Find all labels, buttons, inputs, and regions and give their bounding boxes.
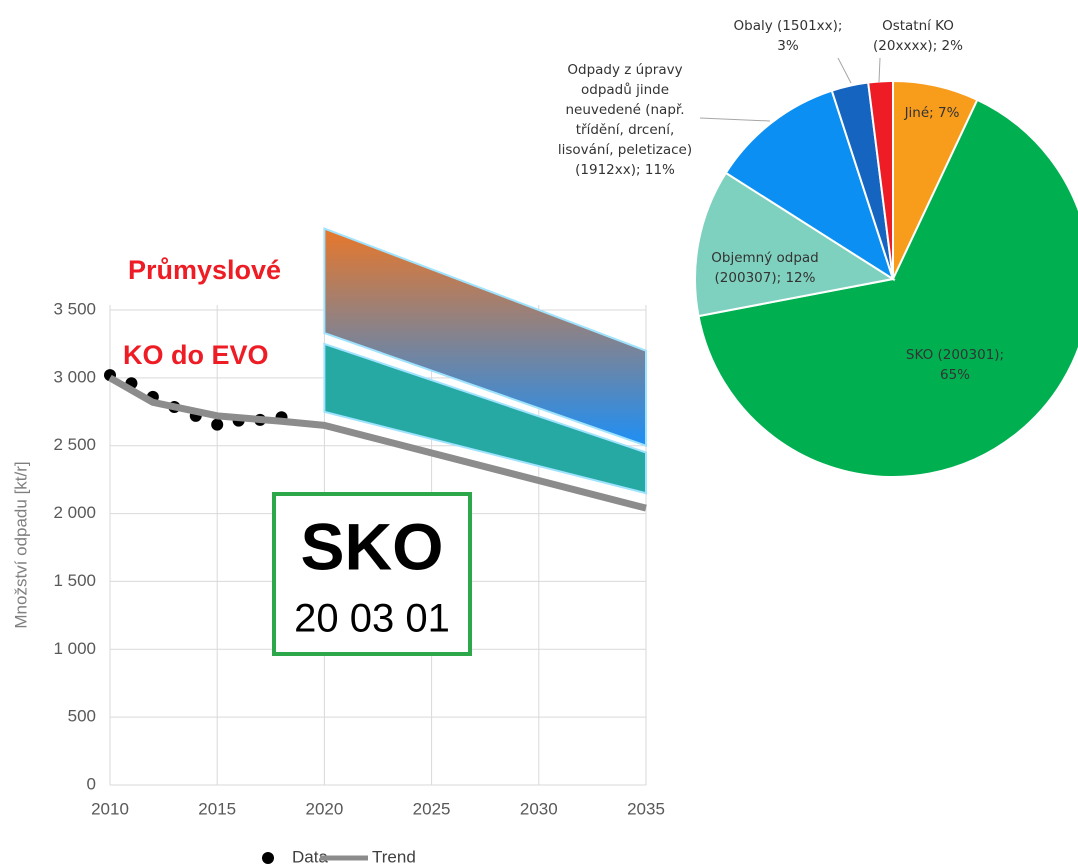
y-tick-label: 500 [68, 707, 96, 726]
pie-label: Ostatní KO (20xxxx); 2% [873, 18, 963, 54]
pie-label: Objemný odpad (200307); 12% [711, 250, 819, 286]
pie-slice [694, 171, 896, 318]
pie-slice [867, 79, 894, 280]
leader-line [699, 117, 771, 122]
y-tick-label: 2 500 [53, 435, 96, 454]
pie-slice [724, 89, 895, 282]
y-tick-label: 3 500 [53, 299, 96, 318]
y-tick-label: 1 500 [53, 571, 96, 590]
y-axis-label: Množství odpadu [kt/r] [11, 461, 30, 628]
x-tick-label: 2015 [198, 799, 236, 818]
x-tick-label: 2035 [627, 799, 665, 818]
x-tick-label: 2010 [91, 799, 129, 818]
pie-label: Odpady z úpravy odpadů jinde neuvedené (… [557, 62, 693, 178]
band-label: KO do EVO [123, 340, 269, 370]
pie-slice [697, 98, 1078, 478]
x-tick-label: 2030 [520, 799, 558, 818]
x-tick-label: 2025 [413, 799, 451, 818]
code-box [272, 492, 472, 656]
y-tick-label: 3 000 [53, 367, 96, 386]
pie-label: Obaly (1501xx); 3% [733, 18, 843, 54]
y-tick-label: 2 000 [53, 503, 96, 522]
x-tick-label: 2020 [305, 799, 343, 818]
y-tick-label: 0 [87, 774, 96, 793]
box-title: SKO [300, 509, 443, 583]
band-label: Průmyslové [128, 255, 281, 285]
legend-label: Trend [372, 847, 416, 866]
legend-marker [262, 852, 274, 864]
y-tick-label: 1 000 [53, 639, 96, 658]
band [323, 227, 647, 448]
box-code: 20 03 01 [294, 597, 450, 641]
data-point [211, 418, 224, 431]
legend-label: Data [292, 847, 328, 866]
leader-line [837, 57, 852, 84]
band [323, 342, 647, 495]
pie-label: SKO (200301); 65% [905, 347, 1005, 383]
leader-line [878, 57, 881, 83]
trend-line [108, 374, 647, 512]
pie-label: Jiné; 7% [904, 105, 960, 121]
